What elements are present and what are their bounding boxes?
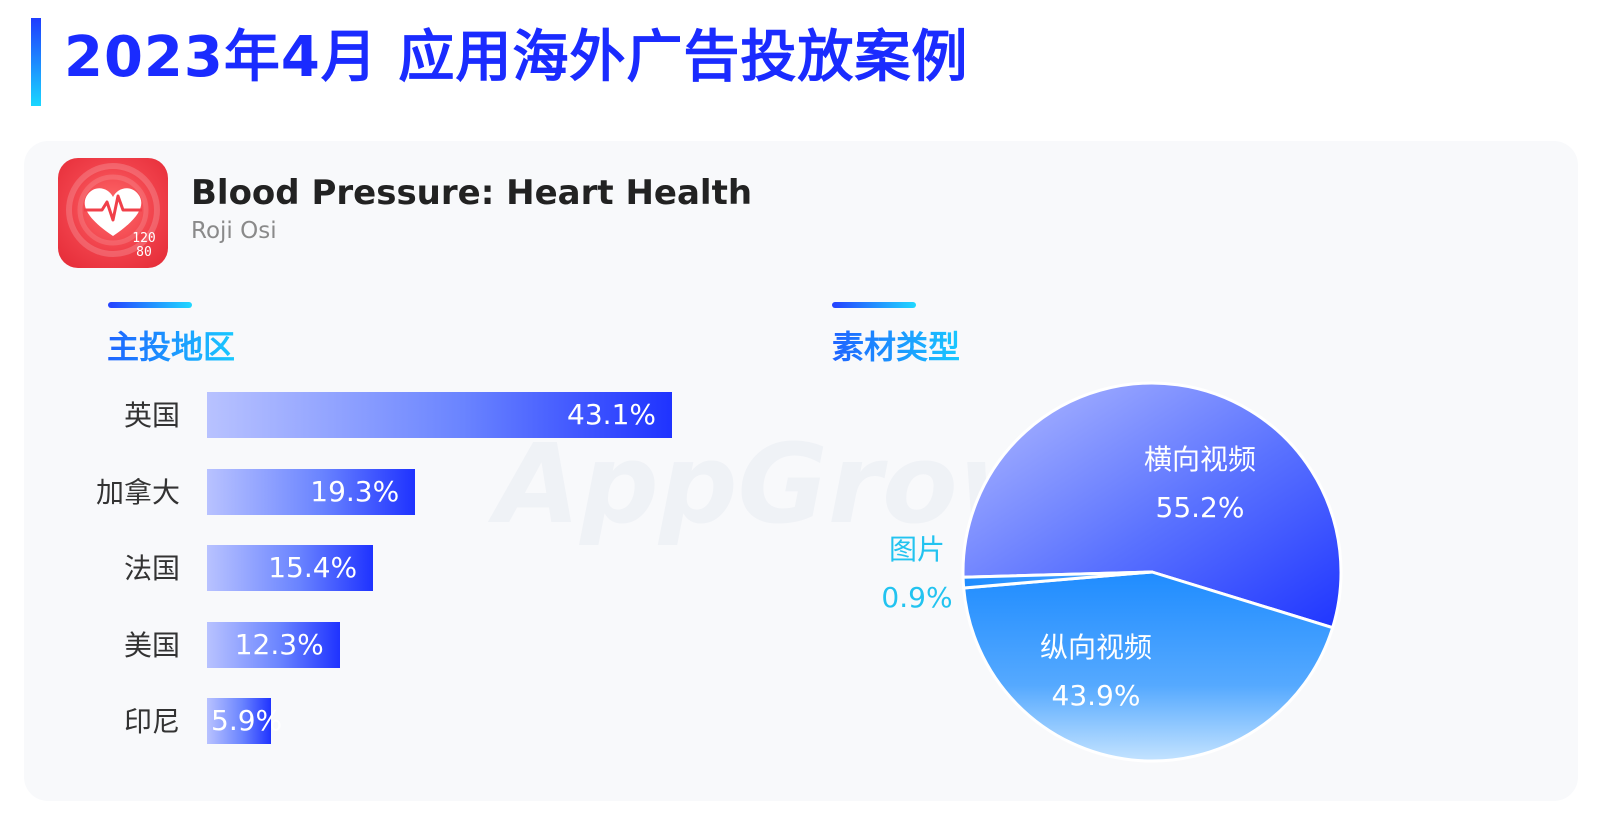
bar-value-label: 5.9% [211, 704, 283, 737]
pie-slice-value: 43.9% [1051, 679, 1141, 712]
bar-category-label: 印尼 [123, 705, 180, 738]
creative-section-title: 素材类型 [832, 322, 960, 368]
pie-slice-label: 横向视频 55.2% [1140, 436, 1260, 532]
pie-slice-name: 图片 [888, 533, 945, 566]
app-developer: Roji Osi [191, 218, 277, 244]
bar-category-label: 美国 [123, 628, 180, 662]
pie-slice-label: 纵向视频 43.9% [1036, 624, 1156, 720]
icon-diastolic-text: 80 [136, 245, 152, 260]
pie-slice-name: 横向视频 [1143, 443, 1256, 476]
app-name: Blood Pressure: Heart Health [191, 173, 753, 213]
bar: 43.1% [207, 392, 672, 438]
pie-slice-value: 55.2% [1155, 491, 1245, 524]
bar-value-label: 43.1% [567, 398, 656, 431]
page-title: 2023年4月 应用海外广告投放案例 [64, 25, 969, 90]
title-accent-bar [31, 18, 41, 106]
bar: 19.3% [207, 468, 416, 515]
pie-slice-label: 图片 0.9% [857, 526, 977, 622]
pie-slice [961, 381, 1343, 630]
bar: 12.3% [207, 621, 340, 668]
creative-section-accent [832, 302, 916, 308]
bar-value-label: 15.4% [268, 551, 358, 584]
pie-svg [961, 381, 1343, 763]
pie-slice [962, 570, 1335, 763]
icon-systolic-text: 120 [132, 231, 155, 246]
bar-value-label: 19.3% [310, 474, 400, 508]
bar-category-label: 英国 [123, 399, 180, 432]
bar-value-label: 12.3% [234, 627, 324, 661]
bar-category-label: 法国 [123, 552, 180, 585]
pie-slice-value: 0.9% [881, 581, 953, 614]
pie-slice-name: 纵向视频 [1039, 631, 1152, 664]
bar-category-label: 加拿大 [95, 475, 180, 509]
creative-type-pie-chart: 横向视频 55.2% 纵向视频 43.9% 图片 0.9% [881, 370, 1380, 790]
heart-pulse-icon: 120 80 [58, 158, 168, 268]
regions-section-accent [108, 302, 192, 308]
bar: 5.9% [207, 698, 282, 744]
pie-slice [961, 570, 1154, 590]
regions-section-title: 主投地区 [107, 322, 235, 368]
region-bar-chart: 英国 43.1% 加拿大 19.3% 法国 15.4% 美国 12.3% 印尼 5.9% [60, 380, 760, 780]
bar: 15.4% [207, 545, 374, 591]
